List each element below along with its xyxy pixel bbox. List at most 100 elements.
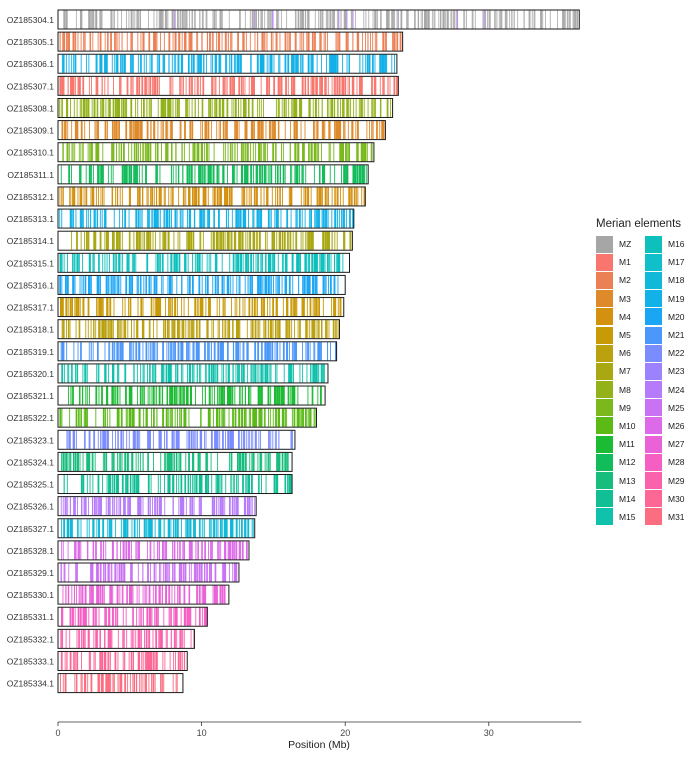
element-stripe [106, 275, 108, 294]
element-stripe [160, 32, 161, 51]
element-stripe [193, 342, 195, 361]
element-stripe [126, 408, 128, 427]
element-stripe [86, 209, 88, 228]
element-stripe [199, 430, 201, 449]
element-stripe [301, 165, 303, 184]
element-stripe [250, 121, 252, 140]
element-stripe [277, 76, 280, 95]
element-stripe [224, 497, 226, 516]
element-stripe [333, 76, 335, 95]
element-stripe [264, 364, 267, 383]
element-stripe [179, 121, 181, 140]
element-stripe [162, 408, 164, 427]
element-stripe [379, 10, 381, 29]
element-stripe [193, 563, 195, 582]
element-stripe [349, 54, 351, 73]
element-stripe [328, 187, 329, 206]
element-stripe [290, 165, 292, 184]
element-stripe [107, 519, 109, 538]
element-stripe [161, 98, 162, 117]
element-stripe [235, 121, 238, 140]
element-stripe [191, 320, 193, 339]
element-stripe [251, 98, 253, 117]
element-stripe [119, 497, 122, 516]
element-stripe [138, 275, 140, 294]
element-stripe [157, 607, 159, 626]
element-stripe [241, 408, 243, 427]
element-stripe [303, 32, 305, 51]
element-stripe [324, 32, 326, 51]
element-stripe [200, 364, 202, 383]
chromosome-row: OZ185318.1 [7, 319, 340, 340]
element-stripe [97, 275, 99, 294]
chromosome-row: OZ185307.1 [7, 75, 399, 96]
element-stripe [110, 298, 112, 317]
element-stripe [250, 497, 252, 516]
element-stripe [248, 475, 250, 494]
element-stripe [133, 165, 135, 184]
element-stripe [190, 121, 192, 140]
element-stripe [346, 10, 348, 29]
element-stripe [202, 187, 205, 206]
element-stripe [243, 143, 245, 162]
element-stripe [165, 629, 167, 648]
element-stripe [288, 364, 290, 383]
element-stripe [223, 364, 224, 383]
chromosome-label: OZ185327.1 [7, 524, 55, 534]
element-stripe [260, 364, 263, 383]
element-stripe [330, 342, 331, 361]
element-stripe [315, 76, 317, 95]
element-stripe [198, 76, 200, 95]
element-stripe [339, 187, 341, 206]
chromosome-label: OZ185310.1 [7, 148, 55, 158]
element-stripe [300, 408, 302, 427]
element-stripe [109, 253, 110, 272]
element-stripe [162, 121, 164, 140]
element-stripe [92, 607, 94, 626]
element-stripe [216, 187, 219, 206]
element-stripe [173, 651, 175, 670]
element-stripe [319, 253, 321, 272]
element-stripe [324, 209, 326, 228]
element-stripe [142, 364, 144, 383]
element-stripe [275, 165, 276, 184]
element-stripe [136, 76, 138, 95]
element-stripe [305, 165, 307, 184]
element-stripe [382, 121, 384, 140]
element-stripe [100, 10, 103, 29]
element-stripe [146, 98, 148, 117]
element-stripe [198, 541, 200, 560]
element-stripe [129, 342, 131, 361]
element-stripe [169, 76, 171, 95]
element-stripe [241, 76, 243, 95]
element-stripe [324, 275, 326, 294]
element-stripe [244, 209, 247, 228]
element-stripe [64, 651, 66, 670]
element-stripe [297, 10, 299, 29]
element-stripe [67, 143, 69, 162]
element-stripe [129, 497, 131, 516]
chromosome-label: OZ185331.1 [7, 612, 55, 622]
legend-item: M7 [596, 362, 639, 380]
element-stripe [183, 10, 185, 29]
element-stripe [187, 320, 189, 339]
element-stripe [204, 187, 207, 206]
element-stripe [160, 98, 162, 117]
element-stripe [131, 563, 133, 582]
chromosome-outline [57, 518, 256, 539]
element-stripe [234, 541, 235, 560]
element-stripe [335, 298, 337, 317]
element-stripe [104, 364, 106, 383]
element-stripe [161, 497, 162, 516]
element-stripe [311, 386, 313, 405]
element-stripe [113, 209, 115, 228]
element-stripe [218, 76, 220, 95]
element-stripe [108, 475, 111, 494]
element-stripe [201, 253, 203, 272]
element-stripe [117, 364, 119, 383]
element-stripe [368, 54, 371, 73]
element-stripe [121, 231, 123, 250]
element-stripe [258, 408, 260, 427]
element-stripe [318, 298, 320, 317]
element-stripe [154, 143, 156, 162]
